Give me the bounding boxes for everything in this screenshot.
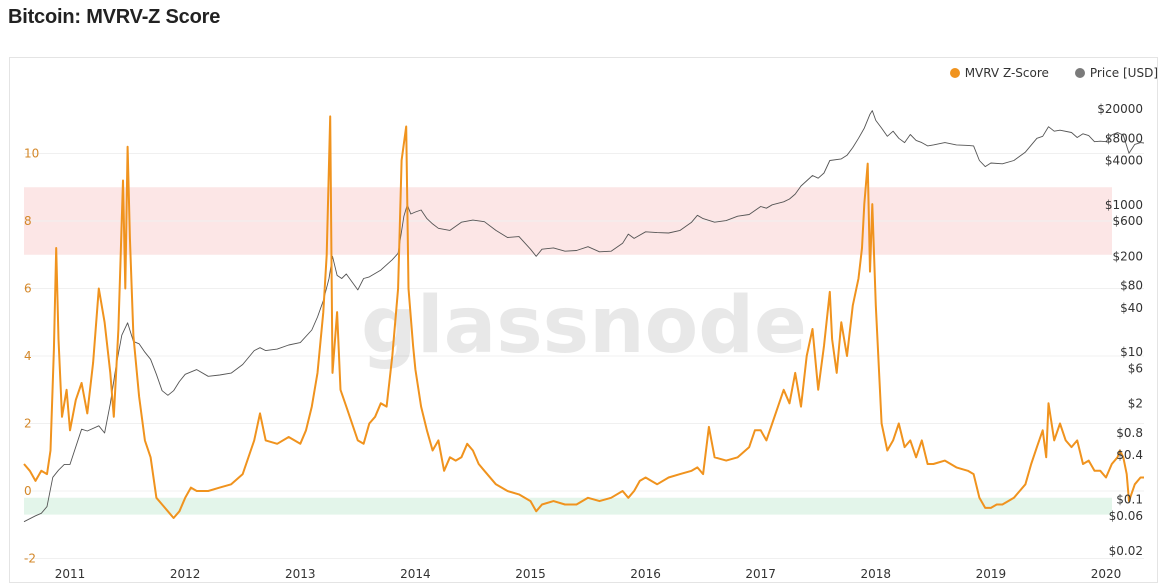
x-tick-label: 2014 xyxy=(400,567,431,581)
x-tick-label: 2013 xyxy=(285,567,316,581)
x-tick-label: 2012 xyxy=(170,567,201,581)
legend-mvrv-label: MVRV Z-Score xyxy=(964,66,1049,80)
y-right-tick-label: $2 xyxy=(1128,397,1143,411)
y-right-tick-label: $20000 xyxy=(1097,102,1143,116)
x-tick-label: 2020 xyxy=(1091,567,1122,581)
y-left-tick-label: 2 xyxy=(24,417,32,431)
mvrv-series-line xyxy=(23,115,1144,519)
legend-item-mvrv[interactable]: MVRV Z-Score xyxy=(949,66,1049,80)
x-tick-label: 2018 xyxy=(861,567,892,581)
y-right-tick-label: $0.02 xyxy=(1109,544,1143,558)
x-tick-label: 2019 xyxy=(976,567,1007,581)
y-left-tick-label: 4 xyxy=(24,349,32,363)
legend-price-label: Price [USD] xyxy=(1089,66,1158,80)
x-tick-label: 2015 xyxy=(515,567,546,581)
x-tick-label: 2011 xyxy=(55,567,86,581)
y-right-tick-label: $0.4 xyxy=(1116,448,1143,462)
y-right-tick-label: $6 xyxy=(1128,362,1143,376)
y-right-tick-label: $10 xyxy=(1120,345,1143,359)
x-tick-label: 2016 xyxy=(630,567,661,581)
y-right-tick-label: $80 xyxy=(1120,279,1143,293)
y-right-tick-label: $0.8 xyxy=(1116,426,1143,440)
price-series-line xyxy=(23,110,1145,523)
chart-panel xyxy=(9,57,1158,583)
y-left-tick-label: -2 xyxy=(24,552,36,566)
page-title: Bitcoin: MVRV-Z Score xyxy=(8,6,221,28)
legend-item-price[interactable]: Price [USD] xyxy=(1074,66,1158,80)
y-right-tick-label: $4000 xyxy=(1105,153,1143,167)
y-right-tick-label: $0.1 xyxy=(1116,493,1143,507)
y-left-tick-label: 10 xyxy=(24,147,39,161)
y-right-tick-label: $600 xyxy=(1112,214,1143,228)
x-tick-label: 2017 xyxy=(745,567,776,581)
y-right-tick-label: $1000 xyxy=(1105,198,1143,212)
y-right-tick-label: $200 xyxy=(1112,249,1143,263)
y-left-tick-label: 0 xyxy=(24,484,32,498)
band-green-zone xyxy=(24,497,1112,515)
y-right-tick-label: $0.06 xyxy=(1109,509,1143,523)
legend-price-dot xyxy=(1074,68,1085,78)
y-left-tick-label: 8 xyxy=(24,214,32,228)
watermark-text: glassnode xyxy=(361,281,807,371)
chart-legend: MVRV Z-Score Price [USD] xyxy=(949,66,1158,80)
y-left-tick-label: 6 xyxy=(24,282,32,296)
legend-mvrv-dot xyxy=(949,68,960,78)
y-right-tick-label: $40 xyxy=(1120,301,1143,315)
y-right-tick-label: $8000 xyxy=(1105,131,1143,145)
